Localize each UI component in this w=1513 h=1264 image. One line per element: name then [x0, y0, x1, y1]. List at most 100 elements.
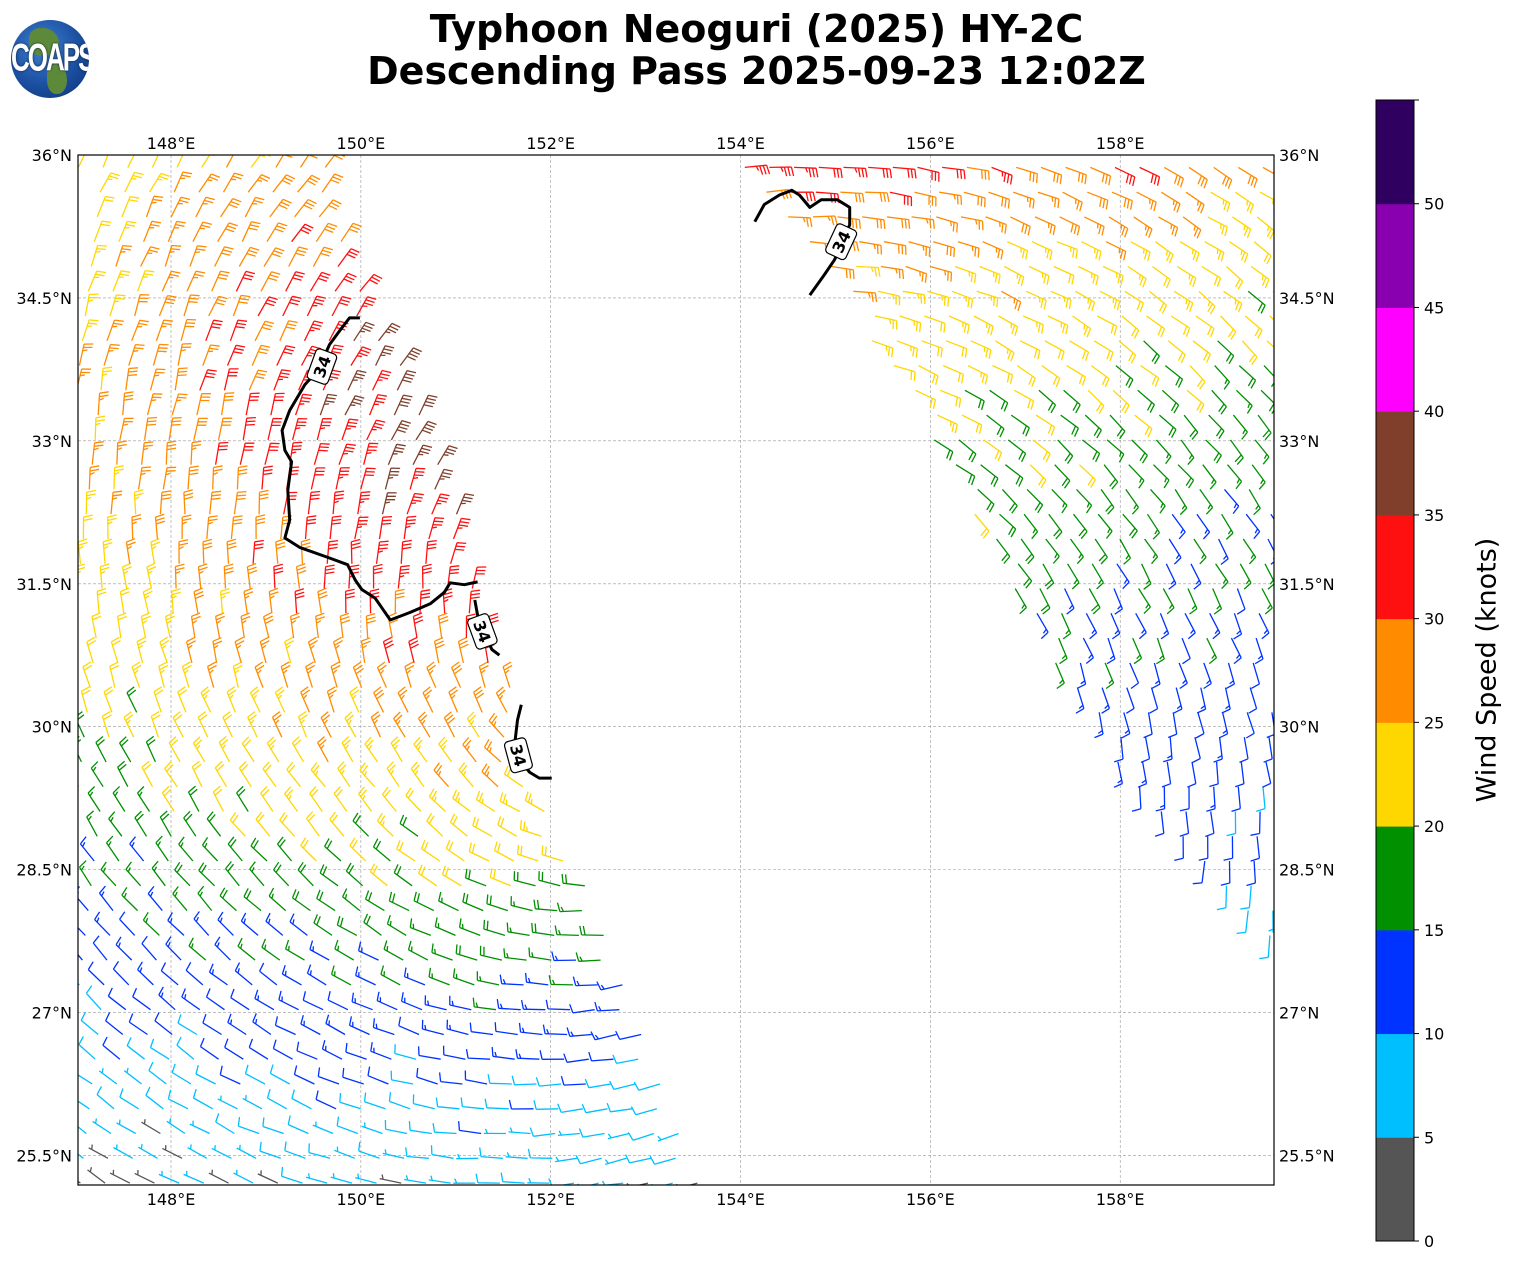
- wind-barb: [119, 911, 136, 936]
- wind-barbs: [78, 155, 1274, 1185]
- lat-tick-label-right: 30°N: [1279, 718, 1319, 737]
- wind-barb: [1063, 389, 1081, 414]
- wind-barb: [105, 1012, 124, 1036]
- wind-barb: [1195, 315, 1215, 338]
- wind-barb: [475, 790, 496, 813]
- wind-barb: [214, 612, 225, 639]
- wind-barb: [1054, 464, 1071, 489]
- wind-barb: [991, 166, 1013, 185]
- wind-barb: [181, 661, 192, 688]
- wind-barb: [1213, 737, 1223, 763]
- wind-barb: [90, 761, 104, 788]
- wind-barb: [426, 812, 444, 837]
- wind-barb: [225, 155, 239, 168]
- wind-barb: [1026, 488, 1044, 514]
- wind-barb: [1211, 389, 1227, 415]
- wind-barb: [1137, 761, 1148, 788]
- wind-barb: [1205, 811, 1215, 838]
- wind-barb: [1196, 687, 1207, 714]
- wind-barb: [146, 393, 163, 416]
- wind-barb: [1195, 712, 1205, 739]
- wind-barb: [957, 241, 980, 258]
- wind-barb: [1181, 637, 1191, 665]
- wind-barb: [548, 975, 574, 986]
- wind-barb: [458, 1121, 482, 1135]
- wind-barb: [1262, 166, 1274, 175]
- wind-barb: [373, 686, 385, 713]
- wind-barb: [1223, 290, 1243, 313]
- wind-barb: [1203, 662, 1212, 690]
- wind-barb: [164, 612, 175, 639]
- wind-barb: [1209, 613, 1221, 640]
- wind-barb: [1221, 513, 1234, 540]
- wind-barb: [449, 813, 468, 837]
- wind-barb: [226, 344, 246, 366]
- wind-barb: [545, 999, 571, 1011]
- wind-barb: [1031, 241, 1053, 261]
- wind-barb: [357, 491, 371, 515]
- wind-barb: [168, 736, 181, 763]
- wind-barb: [1208, 414, 1225, 439]
- wind-barb: [372, 563, 383, 589]
- wind-barb: [289, 913, 308, 936]
- wind-barb: [337, 248, 360, 267]
- wind-barb: [284, 939, 305, 961]
- wind-barb: [528, 947, 552, 961]
- wind-barb: [297, 174, 321, 193]
- wind-barb: [99, 563, 110, 589]
- wind-barb: [297, 710, 308, 738]
- wind-barb: [305, 811, 320, 837]
- wind-barb: [516, 844, 539, 862]
- wind-barb: [217, 417, 233, 441]
- wind-barb: [1013, 389, 1035, 410]
- wind-barb: [381, 492, 397, 515]
- colorbar-segment: [1376, 929, 1414, 1035]
- wind-barb: [87, 1167, 106, 1184]
- wind-barb: [183, 294, 200, 317]
- wind-barb: [375, 345, 395, 366]
- colorbar-tick-label: 15: [1424, 921, 1444, 940]
- wind-barb: [141, 760, 154, 788]
- wind-barb: [376, 661, 387, 688]
- wind-barb: [914, 191, 937, 207]
- wind-barb: [1017, 563, 1033, 589]
- wind-barb: [1055, 662, 1065, 690]
- wind-barb: [967, 365, 989, 385]
- wind-barb: [158, 661, 169, 688]
- wind-barb: [1084, 414, 1102, 439]
- wind-barb: [363, 913, 382, 936]
- wind-barb: [892, 166, 917, 179]
- wind-barb: [361, 1122, 383, 1135]
- wind-barb: [198, 862, 216, 887]
- wind-barb: [1237, 166, 1258, 188]
- wind-barb: [1037, 191, 1060, 209]
- wind-barb: [520, 999, 546, 1011]
- wind-barb: [280, 515, 292, 540]
- wind-barb: [418, 394, 438, 416]
- wind-barb: [505, 1152, 528, 1159]
- wind-barb: [123, 711, 135, 738]
- wind-barb: [312, 1121, 334, 1135]
- wind-barb: [178, 539, 189, 564]
- wind-barb: [1269, 315, 1274, 321]
- wind-barb: [86, 636, 97, 664]
- wind-barb: [1020, 538, 1035, 565]
- wind-barb: [1178, 662, 1188, 690]
- wind-barb: [486, 894, 509, 912]
- wind-barb: [129, 836, 145, 862]
- wind-barb: [1042, 563, 1055, 590]
- wind-barb: [236, 1144, 257, 1159]
- wind-barb: [121, 562, 132, 589]
- wind-barb: [264, 442, 280, 465]
- wind-barb: [354, 516, 369, 540]
- wind-barb: [116, 440, 127, 465]
- wind-barb: [472, 816, 493, 837]
- wind-barb: [1152, 265, 1171, 289]
- wind-barb: [212, 785, 225, 812]
- wind-barb: [460, 1097, 485, 1110]
- wind-barb: [230, 988, 250, 1011]
- wind-barb: [136, 786, 151, 812]
- wind-barb: [196, 393, 211, 416]
- wind-barb: [334, 939, 355, 961]
- contour-label-box: [825, 223, 858, 261]
